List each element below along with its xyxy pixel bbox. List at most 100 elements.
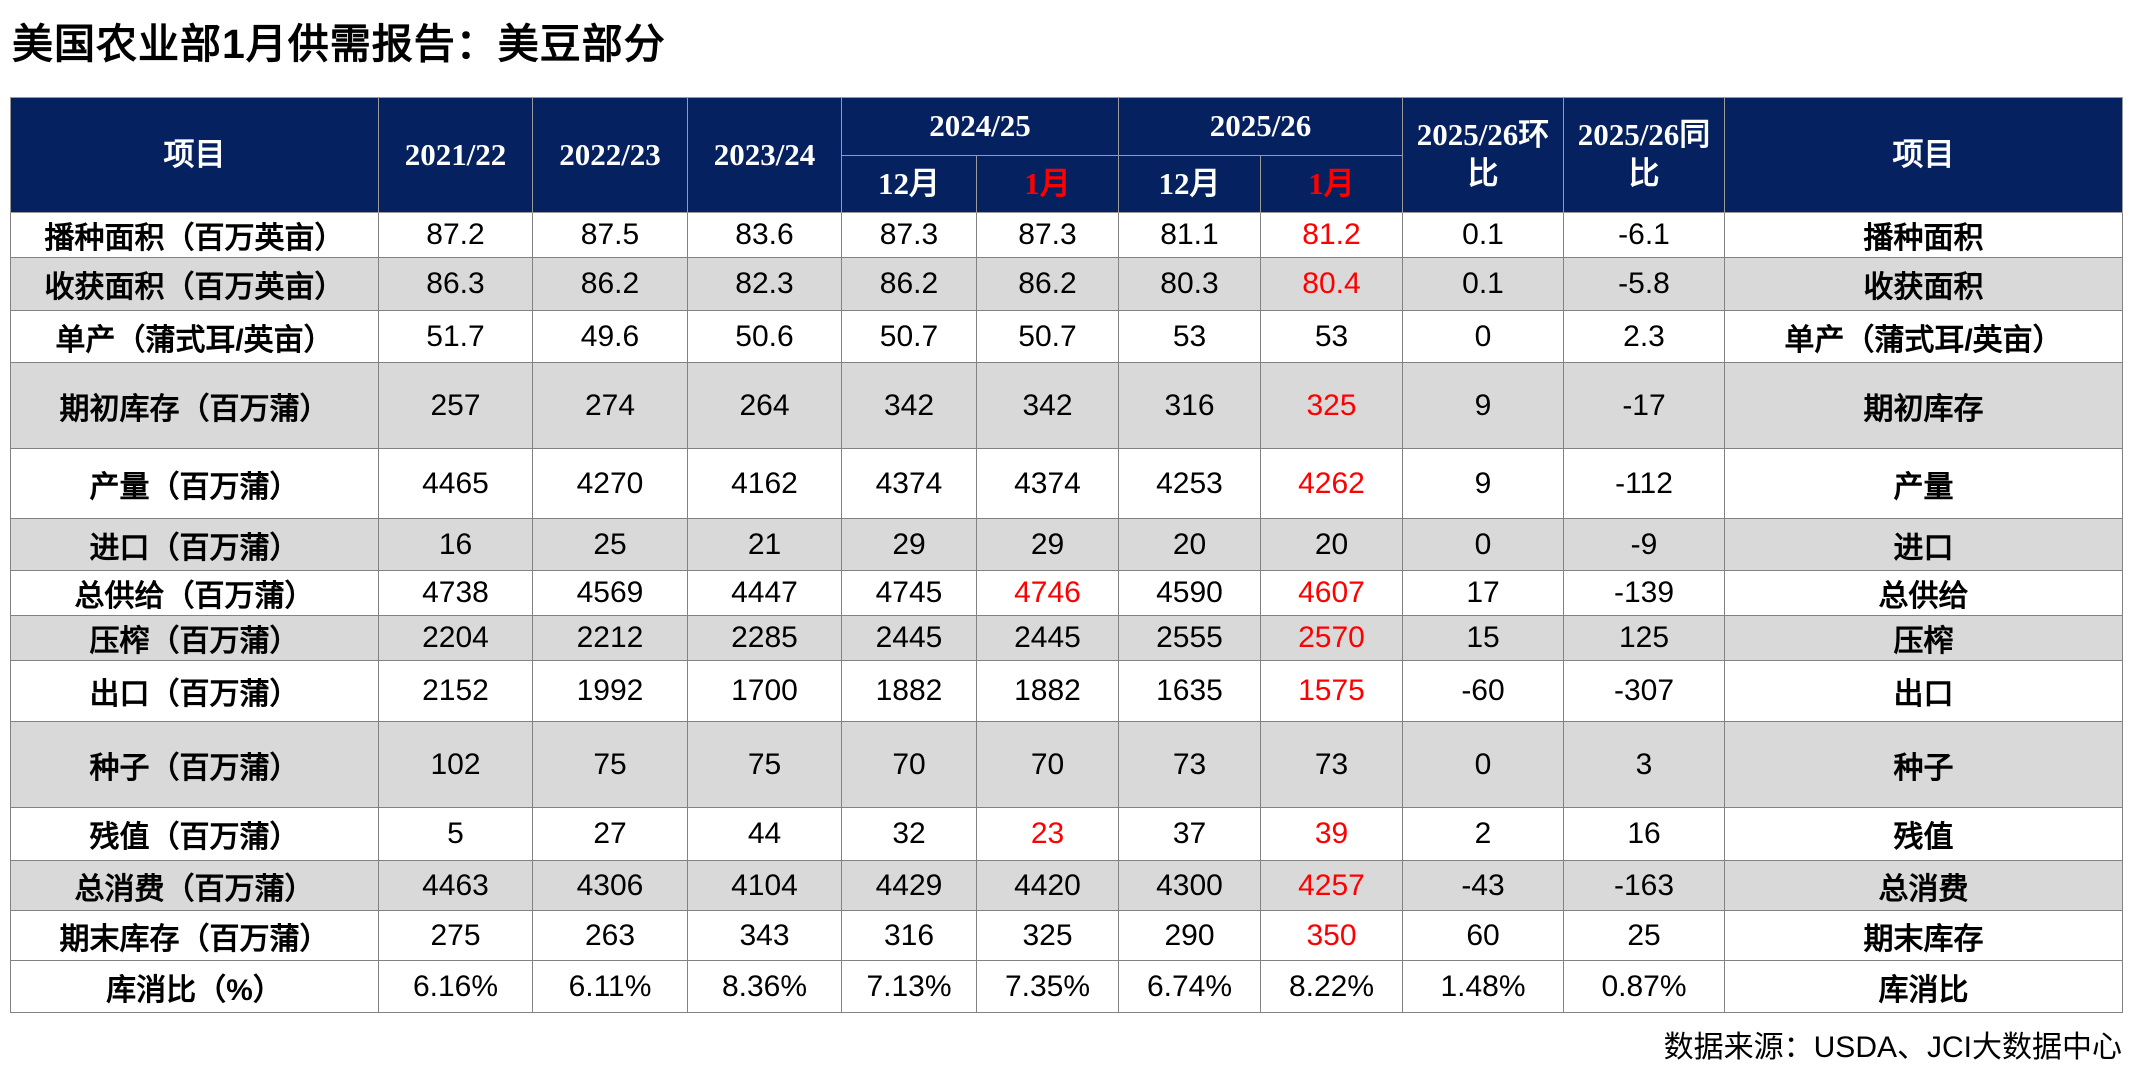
header-yoy: 2025/26同比 bbox=[1563, 97, 1725, 213]
value-cell: 87.3 bbox=[976, 212, 1119, 258]
value-cell: 4590 bbox=[1118, 570, 1261, 616]
header-mom: 2025/26环比 bbox=[1402, 97, 1564, 213]
value-cell: 1575 bbox=[1260, 660, 1403, 722]
value-cell: 4420 bbox=[976, 860, 1119, 911]
value-cell: 53 bbox=[1118, 310, 1261, 363]
value-cell: 4447 bbox=[687, 570, 842, 616]
table-body: 播种面积（百万英亩） 87.2 87.5 83.6 87.3 87.3 81.1 81.2 0.… bbox=[10, 212, 2123, 1013]
value-cell: 75 bbox=[532, 721, 688, 808]
value-cell: 80.4 bbox=[1260, 257, 1403, 311]
value-cell: 87.2 bbox=[378, 212, 533, 258]
table-row: 期初库存（百万蒲） 257 274 264 342 342 316 325 9 -17 期初库存 bbox=[10, 362, 2123, 449]
value-cell: 81.2 bbox=[1260, 212, 1403, 258]
value-cell: 4569 bbox=[532, 570, 688, 616]
value-cell: 87.3 bbox=[841, 212, 977, 258]
value-cell: 15 bbox=[1402, 615, 1564, 661]
value-cell: 20 bbox=[1118, 518, 1261, 571]
value-cell: 342 bbox=[976, 362, 1119, 449]
value-cell: 4607 bbox=[1260, 570, 1403, 616]
value-cell: -112 bbox=[1563, 448, 1725, 519]
row-item-label: 播种面积（百万英亩） bbox=[10, 212, 379, 258]
value-cell: 2 bbox=[1402, 807, 1564, 861]
value-cell: -43 bbox=[1402, 860, 1564, 911]
value-cell: 17 bbox=[1402, 570, 1564, 616]
value-cell: 80.3 bbox=[1118, 257, 1261, 311]
value-cell: 70 bbox=[976, 721, 1119, 808]
value-cell: 4253 bbox=[1118, 448, 1261, 519]
value-cell: 325 bbox=[976, 910, 1119, 961]
value-cell: 343 bbox=[687, 910, 842, 961]
row-item-label-right: 进口 bbox=[1724, 518, 2123, 571]
value-cell: 53 bbox=[1260, 310, 1403, 363]
value-cell: 1992 bbox=[532, 660, 688, 722]
value-cell: 29 bbox=[976, 518, 1119, 571]
value-cell: 2445 bbox=[976, 615, 1119, 661]
value-cell: 25 bbox=[1563, 910, 1725, 961]
row-item-label-right: 总供给 bbox=[1724, 570, 2123, 616]
value-cell: 7.35% bbox=[976, 960, 1119, 1013]
value-cell: 16 bbox=[378, 518, 533, 571]
row-item-label: 进口（百万蒲） bbox=[10, 518, 379, 571]
value-cell: 4262 bbox=[1260, 448, 1403, 519]
header-year-2023-24: 2023/24 bbox=[687, 97, 842, 213]
row-item-label: 压榨（百万蒲） bbox=[10, 615, 379, 661]
row-item-label: 期初库存（百万蒲） bbox=[10, 362, 379, 449]
value-cell: 9 bbox=[1402, 362, 1564, 449]
table-row: 单产（蒲式耳/英亩） 51.7 49.6 50.6 50.7 50.7 53 53 0 2.3 单产… bbox=[10, 310, 2123, 363]
row-item-label-right: 产量 bbox=[1724, 448, 2123, 519]
table-row: 种子（百万蒲） 102 75 75 70 70 73 73 0 3 种子 bbox=[10, 721, 2123, 808]
value-cell: 75 bbox=[687, 721, 842, 808]
value-cell: 2204 bbox=[378, 615, 533, 661]
value-cell: 4746 bbox=[976, 570, 1119, 616]
value-cell: 4374 bbox=[841, 448, 977, 519]
value-cell: 4738 bbox=[378, 570, 533, 616]
value-cell: 81.1 bbox=[1118, 212, 1261, 258]
supply-demand-table: 项目 2021/22 2022/23 2023/24 2024/25 2025/… bbox=[10, 97, 2123, 1013]
value-cell: 32 bbox=[841, 807, 977, 861]
value-cell: 0 bbox=[1402, 310, 1564, 363]
value-cell: 1882 bbox=[841, 660, 977, 722]
value-cell: -163 bbox=[1563, 860, 1725, 911]
row-item-label-right: 库消比 bbox=[1724, 960, 2123, 1013]
value-cell: 44 bbox=[687, 807, 842, 861]
value-cell: 27 bbox=[532, 807, 688, 861]
row-item-label-right: 压榨 bbox=[1724, 615, 2123, 661]
value-cell: 4465 bbox=[378, 448, 533, 519]
value-cell: 4306 bbox=[532, 860, 688, 911]
value-cell: 263 bbox=[532, 910, 688, 961]
value-cell: 50.7 bbox=[976, 310, 1119, 363]
value-cell: 3 bbox=[1563, 721, 1725, 808]
value-cell: 102 bbox=[378, 721, 533, 808]
value-cell: 0.87% bbox=[1563, 960, 1725, 1013]
value-cell: 83.6 bbox=[687, 212, 842, 258]
header-item-right: 项目 bbox=[1724, 97, 2123, 213]
value-cell: 7.13% bbox=[841, 960, 977, 1013]
value-cell: 37 bbox=[1118, 807, 1261, 861]
table-row: 残值（百万蒲） 5 27 44 32 23 37 39 2 16 残值 bbox=[10, 807, 2123, 861]
value-cell: 86.2 bbox=[976, 257, 1119, 311]
row-item-label-right: 出口 bbox=[1724, 660, 2123, 722]
table-row: 产量（百万蒲） 4465 4270 4162 4374 4374 4253 4262 9 -112… bbox=[10, 448, 2123, 519]
table-row: 收获面积（百万英亩） 86.3 86.2 82.3 86.2 86.2 80.3 80.4 0.… bbox=[10, 257, 2123, 311]
value-cell: 275 bbox=[378, 910, 533, 961]
value-cell: 4104 bbox=[687, 860, 842, 911]
value-cell: 0.1 bbox=[1402, 212, 1564, 258]
value-cell: 342 bbox=[841, 362, 977, 449]
value-cell: 325 bbox=[1260, 362, 1403, 449]
value-cell: 25 bbox=[532, 518, 688, 571]
table-row: 出口（百万蒲） 2152 1992 1700 1882 1882 1635 1575 -60 -3… bbox=[10, 660, 2123, 722]
value-cell: 0 bbox=[1402, 721, 1564, 808]
value-cell: 0.1 bbox=[1402, 257, 1564, 311]
value-cell: 49.6 bbox=[532, 310, 688, 363]
value-cell: -6.1 bbox=[1563, 212, 1725, 258]
value-cell: 0 bbox=[1402, 518, 1564, 571]
table-header: 项目 2021/22 2022/23 2023/24 2024/25 2025/… bbox=[10, 97, 2123, 213]
row-item-label: 种子（百万蒲） bbox=[10, 721, 379, 808]
value-cell: 2285 bbox=[687, 615, 842, 661]
value-cell: 4374 bbox=[976, 448, 1119, 519]
header-year-2022-23: 2022/23 bbox=[532, 97, 688, 213]
value-cell: 87.5 bbox=[532, 212, 688, 258]
row-item-label-right: 单产（蒲式耳/英亩） bbox=[1724, 310, 2123, 363]
value-cell: -9 bbox=[1563, 518, 1725, 571]
value-cell: 4270 bbox=[532, 448, 688, 519]
